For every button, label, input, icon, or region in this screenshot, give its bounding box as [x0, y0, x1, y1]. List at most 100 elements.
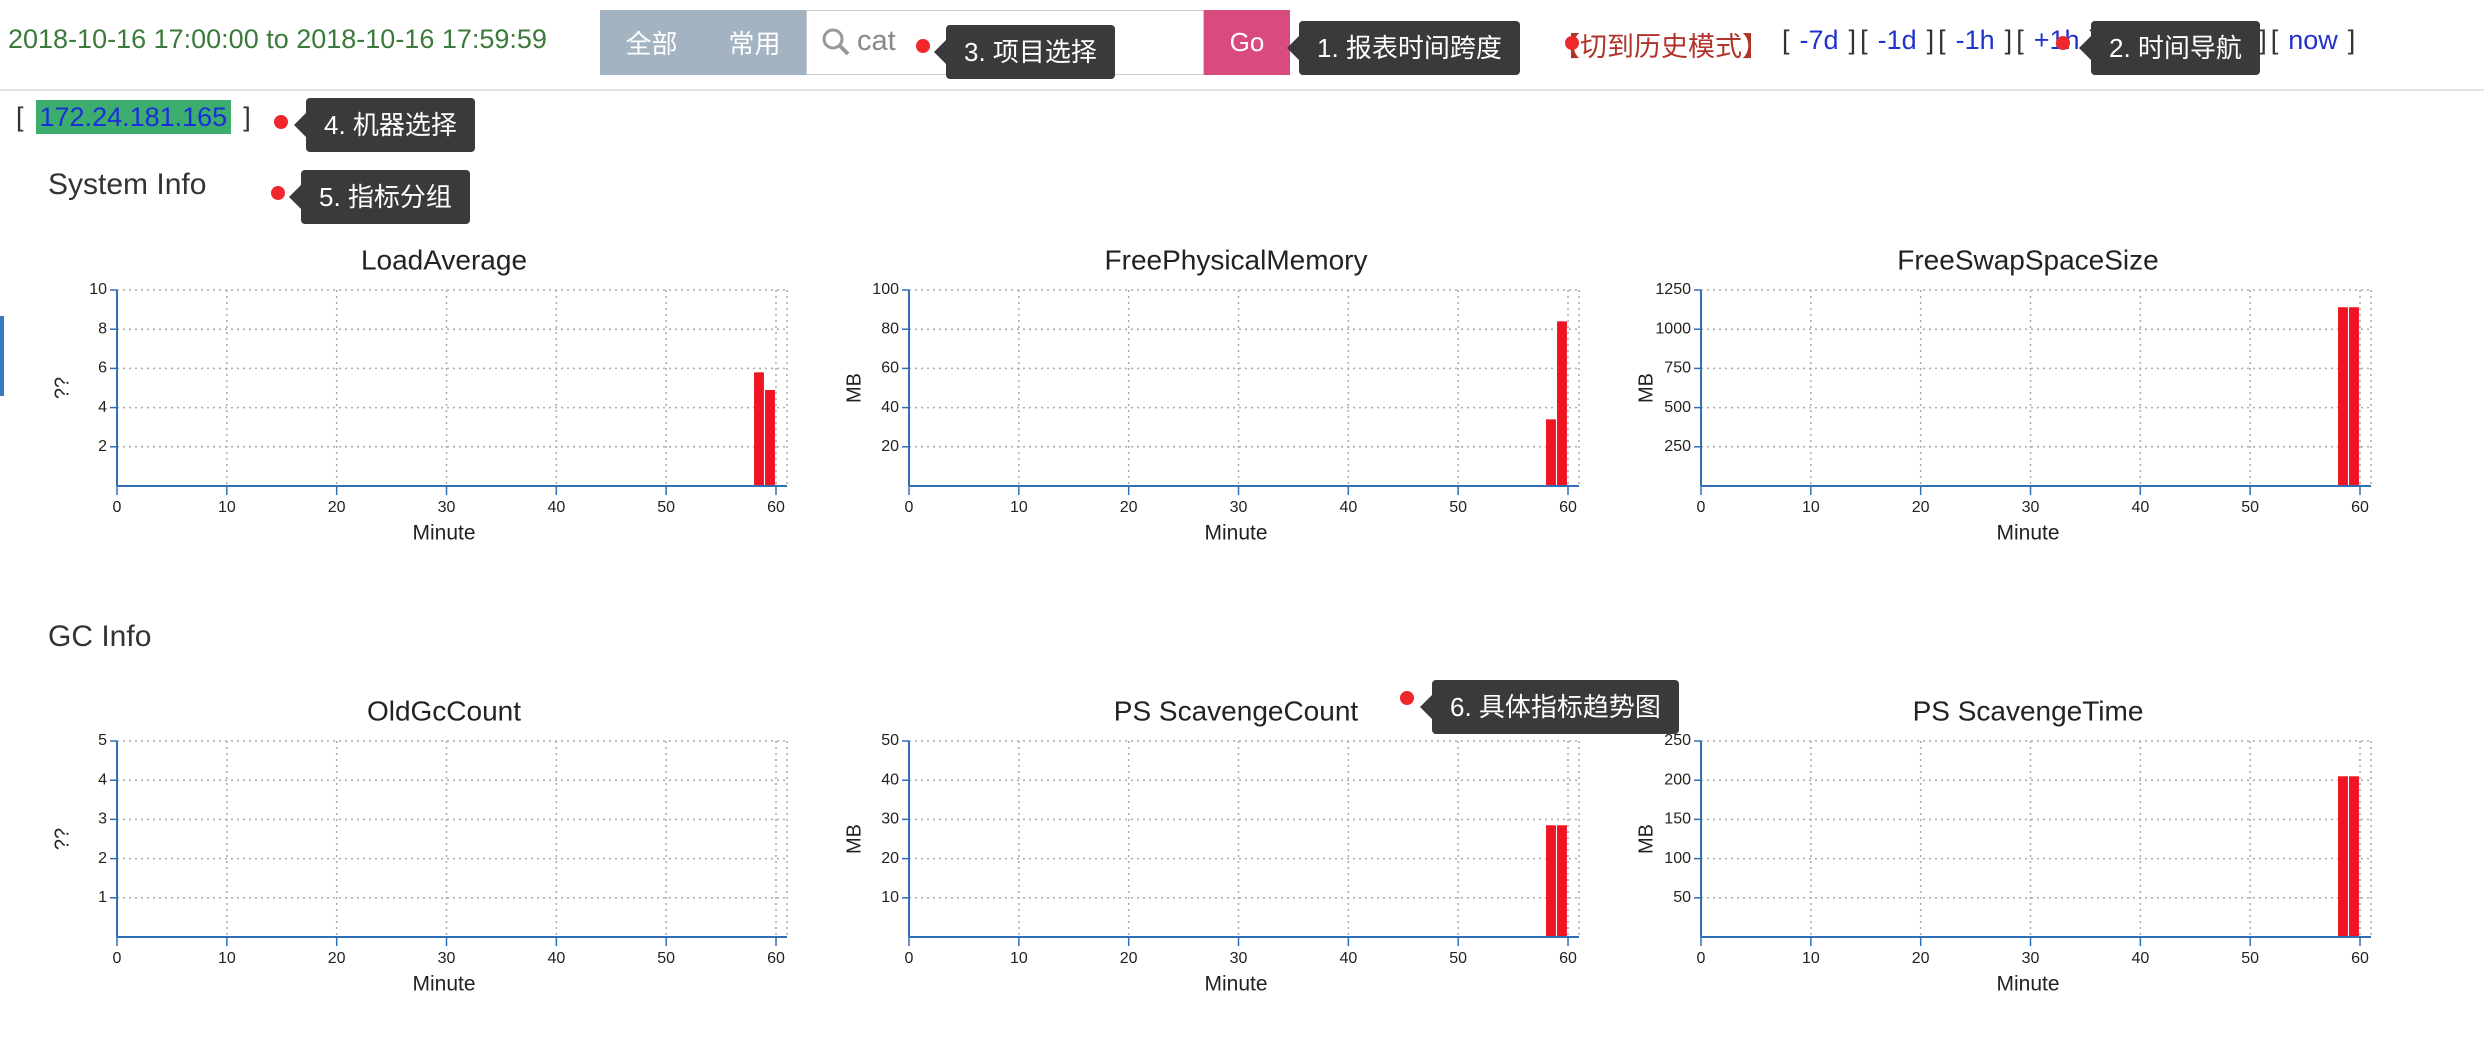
x-tick-label: 30	[1230, 950, 1248, 967]
x-tick-label: 0	[905, 499, 914, 516]
y-tick-label: 250	[1664, 732, 1691, 749]
bracket: [	[16, 102, 24, 132]
x-tick-label: 20	[328, 950, 346, 967]
y-tick-label: 500	[1664, 399, 1691, 416]
x-tick-label: 50	[657, 950, 675, 967]
bracket: [	[2016, 25, 2024, 55]
x-tick-label: 50	[1449, 950, 1467, 967]
x-tick-label: 40	[2131, 499, 2149, 516]
y-tick-label: 150	[1664, 811, 1691, 828]
nav-link[interactable]: now	[2288, 25, 2338, 55]
annotation-dot	[1565, 36, 1579, 50]
x-tick-label: 50	[1449, 499, 1467, 516]
x-tick-label: 10	[1010, 499, 1028, 516]
x-tick-label: 40	[1339, 950, 1357, 967]
button-group: 全部 常用	[600, 10, 806, 75]
y-tick-label: 30	[881, 811, 899, 828]
bar	[2338, 776, 2348, 937]
go-button[interactable]: Go	[1204, 10, 1290, 75]
x-tick-label: 10	[218, 950, 236, 967]
y-tick-label: 100	[872, 281, 899, 298]
time-range: 2018-10-16 17:00:00 to 2018-10-16 17:59:…	[8, 24, 547, 54]
bracket: ]	[2259, 25, 2267, 55]
bar	[2349, 307, 2359, 486]
x-tick-label: 60	[767, 950, 785, 967]
x-tick-label: 40	[547, 499, 565, 516]
x-tick-label: 40	[547, 950, 565, 967]
x-tick-label: 0	[1697, 499, 1706, 516]
x-tick-label: 30	[438, 950, 456, 967]
bracket: [	[1860, 25, 1868, 55]
x-tick-label: 10	[1802, 499, 1820, 516]
x-tick-label: 60	[1559, 950, 1577, 967]
y-axis-label: MB	[843, 373, 865, 403]
y-tick-label: 3	[98, 811, 107, 828]
annotation-tip: 6. 具体指标趋势图	[1420, 680, 1679, 734]
x-tick-label: 0	[113, 950, 122, 967]
sidebar-marker	[0, 316, 4, 396]
header: 2018-10-16 17:00:00 to 2018-10-16 17:59:…	[0, 0, 2484, 91]
x-tick-label: 10	[1010, 950, 1028, 967]
x-tick-label: 10	[218, 499, 236, 516]
all-button[interactable]: 全部	[625, 29, 678, 59]
y-axis-label: ??	[51, 377, 73, 399]
x-tick-label: 30	[438, 499, 456, 516]
x-axis-label: Minute	[1204, 522, 1267, 545]
bar	[765, 389, 775, 486]
y-tick-label: 10	[89, 281, 107, 298]
annotation-tip: 4. 机器选择	[294, 98, 475, 152]
search-box[interactable]: cat	[806, 10, 1204, 75]
x-tick-label: 50	[2241, 950, 2259, 967]
chart-title: FreePhysicalMemory	[1105, 244, 1368, 275]
x-tick-label: 0	[113, 499, 122, 516]
x-axis-label: Minute	[1996, 522, 2059, 545]
x-tick-label: 0	[905, 950, 914, 967]
x-tick-label: 60	[2351, 499, 2369, 516]
y-tick-label: 750	[1664, 360, 1691, 377]
chart-title: FreeSwapSpaceSize	[1897, 244, 2158, 275]
x-tick-label: 10	[1802, 950, 1820, 967]
y-tick-label: 50	[1673, 889, 1691, 906]
bar	[1557, 321, 1567, 486]
nav-link[interactable]: -7d	[1799, 25, 1839, 55]
y-tick-label: 40	[881, 399, 899, 416]
nav-link[interactable]: -1d	[1877, 25, 1917, 55]
x-tick-label: 20	[328, 499, 346, 516]
y-axis-label: MB	[1635, 373, 1657, 403]
x-tick-label: 20	[1912, 499, 1930, 516]
x-tick-label: 30	[2022, 499, 2040, 516]
annotation-dot	[2056, 36, 2070, 50]
y-tick-label: 40	[881, 771, 899, 788]
x-tick-label: 50	[2241, 499, 2259, 516]
y-tick-label: 200	[1664, 771, 1691, 788]
y-tick-label: 1250	[1655, 281, 1691, 298]
bar	[1546, 419, 1556, 486]
annotation-tip: 5. 指标分组	[289, 170, 470, 224]
group-title: System Info	[48, 168, 207, 201]
y-tick-label: 4	[98, 771, 107, 788]
host-select: [172.24.181.165]	[16, 100, 251, 134]
bar	[2338, 307, 2348, 486]
nav-link[interactable]: -1h	[1955, 25, 1995, 55]
y-tick-label: 1000	[1655, 320, 1691, 337]
x-tick-label: 30	[1230, 499, 1248, 516]
annotation-dot	[271, 186, 285, 200]
annotation-dot	[274, 115, 288, 129]
x-axis-label: Minute	[1204, 973, 1267, 996]
y-axis-label: MB	[1635, 824, 1657, 854]
history-mode-link[interactable]: 【切到历史模式】	[1553, 32, 1769, 62]
x-axis-label: Minute	[412, 973, 475, 996]
y-tick-label: 60	[881, 360, 899, 377]
search-text: cat	[857, 25, 896, 57]
y-tick-label: 100	[1664, 850, 1691, 867]
y-tick-label: 250	[1664, 438, 1691, 455]
host-ip[interactable]: 172.24.181.165	[35, 100, 232, 134]
common-button[interactable]: 常用	[728, 29, 781, 59]
bracket: [	[1782, 25, 1790, 55]
bar	[1557, 825, 1567, 937]
y-tick-label: 20	[881, 438, 899, 455]
y-tick-label: 8	[98, 320, 107, 337]
group-title: GC Info	[48, 620, 152, 653]
